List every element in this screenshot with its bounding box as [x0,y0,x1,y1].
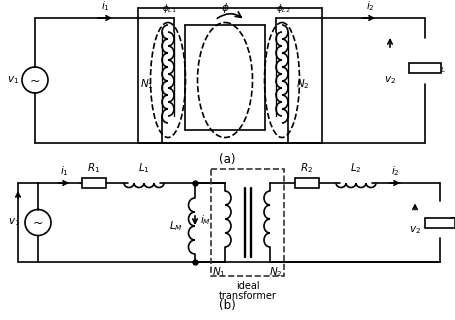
Bar [409,63,441,73]
Text: $L_1$: $L_1$ [138,161,150,175]
Text: $R_2$: $R_2$ [300,161,313,175]
Text: $R_L$: $R_L$ [433,61,446,75]
Text: $L_2$: $L_2$ [350,161,362,175]
Text: (a): (a) [219,153,235,166]
Text: ideal: ideal [236,281,259,291]
Text: $i_2$: $i_2$ [366,0,374,13]
Text: $N_2$: $N_2$ [269,265,283,279]
Text: $i_1$: $i_1$ [101,0,110,13]
Text: $L_M$: $L_M$ [169,219,183,233]
Bar [82,178,106,188]
Text: $i_M$: $i_M$ [200,213,211,227]
Text: $R_L$: $R_L$ [448,216,455,229]
Bar [295,178,319,188]
Text: $N_1$: $N_1$ [212,265,226,279]
Text: ~: ~ [30,75,40,87]
Text: $\phi_{L2}$: $\phi_{L2}$ [276,2,290,15]
Text: $i_1$: $i_1$ [60,164,68,178]
Bar [211,169,284,276]
Text: $v_1$: $v_1$ [7,74,19,86]
Text: $R_1$: $R_1$ [87,161,101,175]
Text: (b): (b) [218,299,235,311]
Text: $N_2$: $N_2$ [296,77,309,91]
Text: $\phi$: $\phi$ [221,1,229,15]
Text: $N_1$: $N_1$ [140,77,154,91]
Text: ~: ~ [33,217,43,230]
Text: $\phi_{L1}$: $\phi_{L1}$ [162,2,177,15]
Text: transformer: transformer [218,291,277,301]
Text: $i_2$: $i_2$ [391,164,399,178]
Bar [425,218,455,228]
Text: $v_2$: $v_2$ [409,225,421,236]
Text: $v_2$: $v_2$ [384,74,396,86]
Text: $v_1$: $v_1$ [8,217,20,228]
